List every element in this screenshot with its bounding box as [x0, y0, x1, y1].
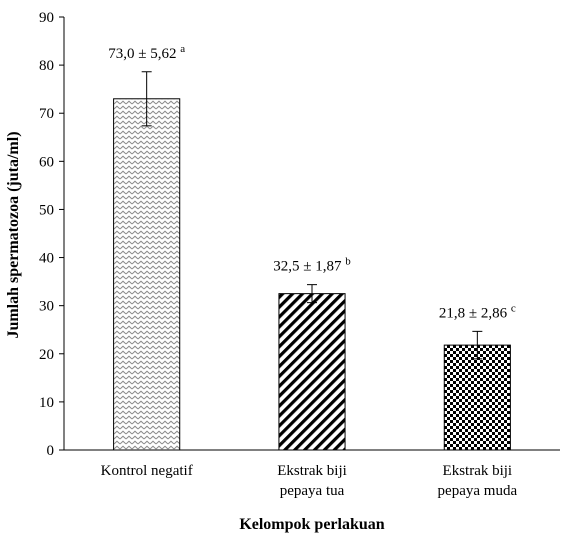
y-tick-label: 60: [39, 154, 54, 170]
y-tick-label: 40: [39, 251, 54, 267]
y-axis-ticks: 0 10 20 30 40 50 60 70 80 90: [39, 10, 64, 459]
y-tick-label: 70: [39, 106, 54, 122]
error-bar-3: [472, 330, 483, 360]
value-label-1: 73,0 ± 5,62 a: [108, 43, 185, 62]
x-category-label-3: Ekstrak biji pepaya muda: [438, 463, 518, 499]
value-labels: 73,0 ± 5,62 a 32,5 ± 1,87 b 21,8 ± 2,86 c: [108, 43, 516, 322]
bars: [113, 98, 511, 451]
significance-letter: a: [180, 43, 185, 55]
x-axis-title: Kelompok perlakuan: [239, 516, 384, 533]
significance-letter: c: [511, 302, 516, 314]
y-tick-label: 10: [39, 395, 54, 411]
error-bar-2: [307, 284, 317, 304]
y-tick-label: 0: [47, 443, 55, 459]
y-axis-title: Jumlah spermatozoa (juta/ml): [5, 131, 22, 338]
y-tick-label: 80: [39, 58, 54, 74]
x-category-label-1: Kontrol negatif: [101, 463, 193, 479]
y-tick-label: 90: [39, 10, 54, 26]
error-bars: [141, 71, 483, 360]
value-label-2: 32,5 ± 1,87 b: [273, 256, 351, 275]
error-bar-1: [141, 71, 152, 127]
x-category-label-2: Ekstrak biji pepaya tua: [277, 463, 347, 499]
bar-3: [443, 344, 511, 451]
y-tick-label: 20: [39, 347, 54, 363]
bar-1: [113, 98, 181, 451]
value-label-3: 21,8 ± 2,86 c: [439, 302, 516, 321]
y-tick-label: 50: [39, 202, 54, 218]
bar-2: [278, 293, 346, 451]
y-tick-label: 30: [39, 299, 54, 315]
significance-letter: b: [345, 256, 351, 268]
x-axis-category-labels: Kontrol negatif Ekstrak biji pepaya tua Eks…: [101, 463, 518, 499]
